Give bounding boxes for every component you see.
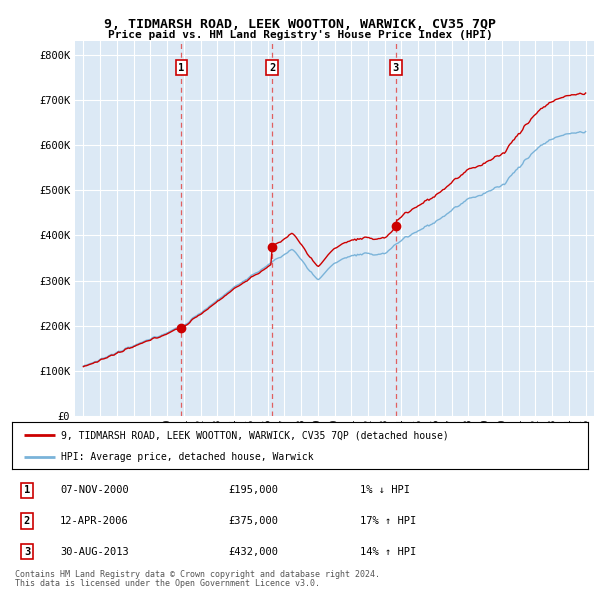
Text: 12-APR-2006: 12-APR-2006 <box>60 516 129 526</box>
Text: £375,000: £375,000 <box>228 516 278 526</box>
Text: 9, TIDMARSH ROAD, LEEK WOOTTON, WARWICK, CV35 7QP (detached house): 9, TIDMARSH ROAD, LEEK WOOTTON, WARWICK,… <box>61 430 449 440</box>
Text: 1% ↓ HPI: 1% ↓ HPI <box>360 486 410 495</box>
Text: Contains HM Land Registry data © Crown copyright and database right 2024.: Contains HM Land Registry data © Crown c… <box>15 571 380 579</box>
Text: 3: 3 <box>24 547 30 556</box>
Text: 1: 1 <box>24 486 30 495</box>
Text: £432,000: £432,000 <box>228 547 278 556</box>
Text: This data is licensed under the Open Government Licence v3.0.: This data is licensed under the Open Gov… <box>15 579 320 588</box>
Text: 3: 3 <box>392 63 399 73</box>
Text: HPI: Average price, detached house, Warwick: HPI: Average price, detached house, Warw… <box>61 453 314 462</box>
Text: 2: 2 <box>24 516 30 526</box>
Text: 2: 2 <box>269 63 275 73</box>
Text: 07-NOV-2000: 07-NOV-2000 <box>60 486 129 495</box>
Text: 14% ↑ HPI: 14% ↑ HPI <box>360 547 416 556</box>
Text: 1: 1 <box>178 63 184 73</box>
Text: Price paid vs. HM Land Registry's House Price Index (HPI): Price paid vs. HM Land Registry's House … <box>107 30 493 40</box>
Text: £195,000: £195,000 <box>228 486 278 495</box>
Text: 30-AUG-2013: 30-AUG-2013 <box>60 547 129 556</box>
Text: 9, TIDMARSH ROAD, LEEK WOOTTON, WARWICK, CV35 7QP: 9, TIDMARSH ROAD, LEEK WOOTTON, WARWICK,… <box>104 18 496 31</box>
Text: 17% ↑ HPI: 17% ↑ HPI <box>360 516 416 526</box>
